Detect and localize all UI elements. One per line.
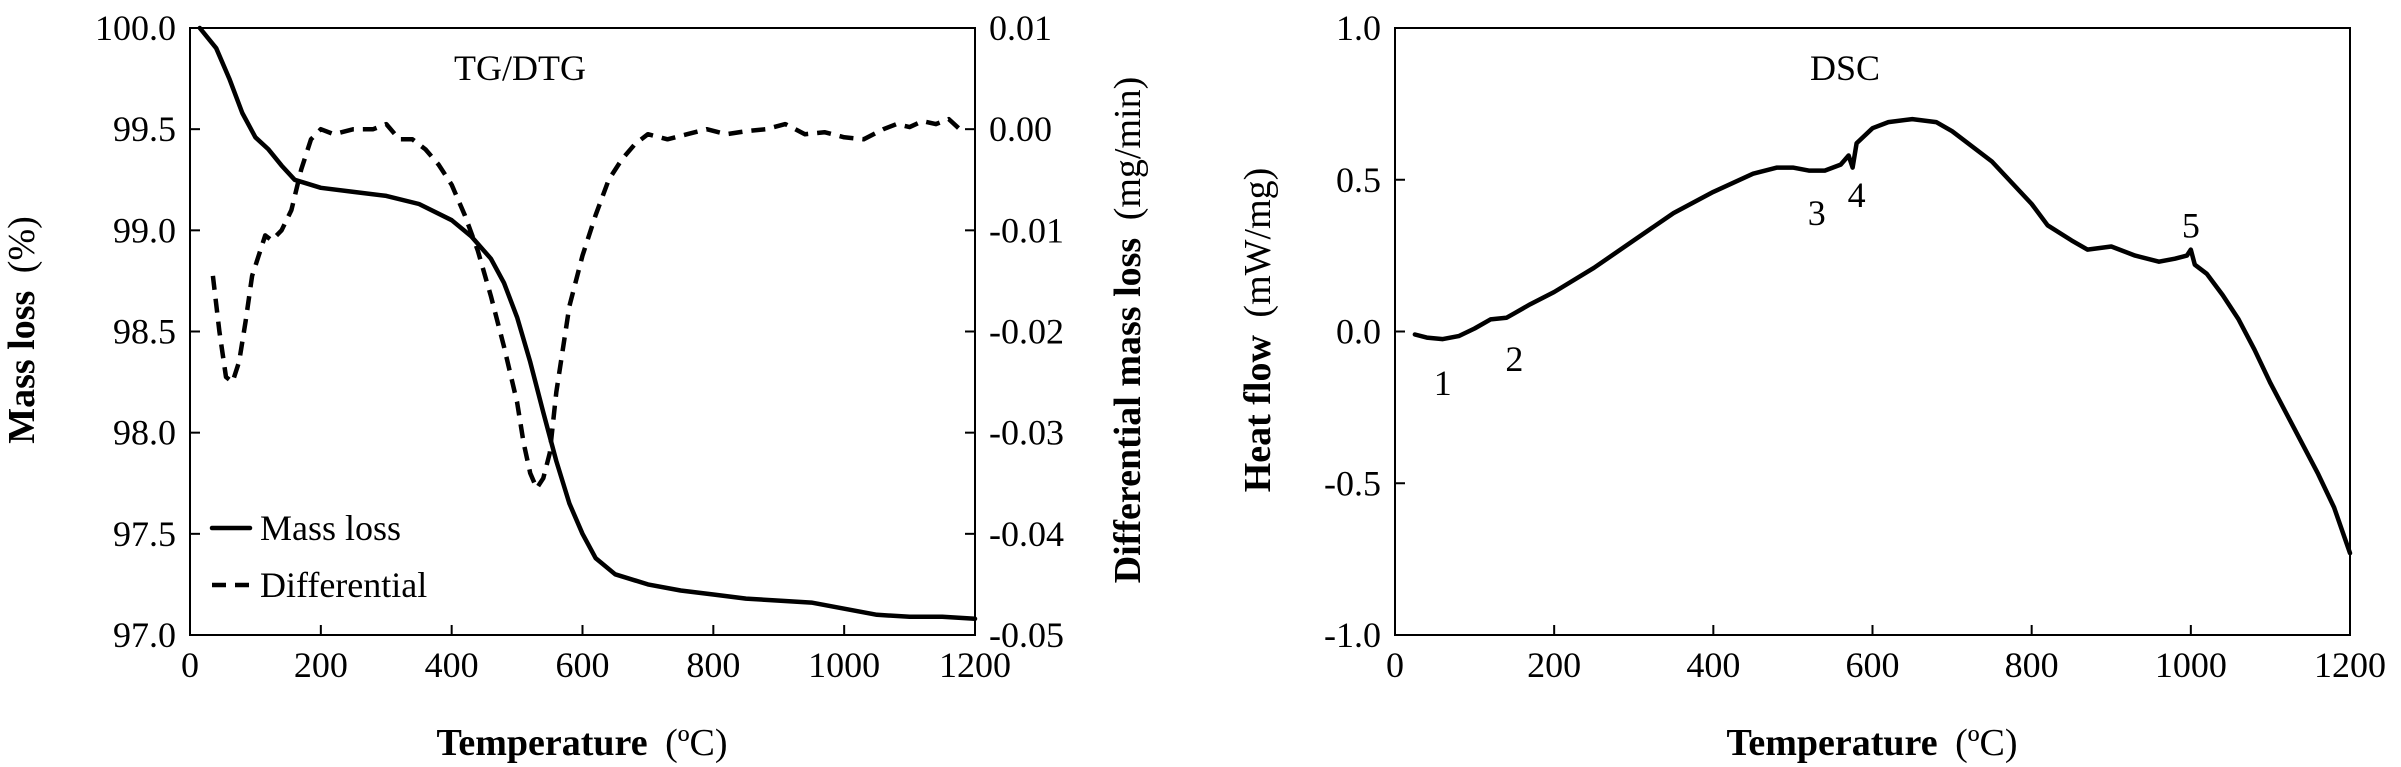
y-tick-label: -0.5 <box>1324 463 1381 503</box>
x-tick-label: 1200 <box>2314 645 2386 685</box>
tg-y-axis-unit: (%) <box>1 216 43 273</box>
dsc-x-axis-title: Temperature (ºC) <box>1726 722 2017 764</box>
x-tick-label: 400 <box>425 645 479 685</box>
mass-loss-line <box>197 25 978 622</box>
dsc-panel: 0 200 400 600 800 1000 1200 -1.0-0.50.00.51.0 … <box>1237 8 2386 764</box>
tg-y2-axis-label: Differential mass loss <box>1107 238 1149 584</box>
tg-y-ticks: 97.0 97.5 98.0 98.5 99.0 99.5 100.0 <box>95 8 200 655</box>
y2-tick-label: -0.01 <box>989 210 1064 250</box>
tg-y-axis-title: Mass loss (%) <box>1 216 43 444</box>
legend-label-differential: Differential <box>260 565 427 605</box>
x-tick-label: 1000 <box>808 645 880 685</box>
tg-x-axis-title: Temperature (ºC) <box>436 722 727 764</box>
peak-annotation: 3 <box>1808 193 1826 233</box>
heat-flow-line <box>1412 116 2353 556</box>
x-tick-label: 1000 <box>2155 645 2227 685</box>
tg-y2-ticks: -0.05 -0.04 -0.03 -0.02 -0.01 0.00 0.01 <box>965 8 1064 655</box>
dsc-y-axis-label: Heat flow <box>1237 335 1279 493</box>
legend-label-mass-loss: Mass loss <box>260 508 401 548</box>
x-tick-label: 0 <box>1386 645 1404 685</box>
y-tick-label: 100.0 <box>95 8 176 48</box>
tg-legend: Mass loss Differential <box>209 508 427 605</box>
x-tick-label: 800 <box>2005 645 2059 685</box>
dsc-plot-frame <box>1394 27 2351 636</box>
dsc-panel-title: DSC <box>1810 48 1880 88</box>
x-tick-label: 600 <box>556 645 610 685</box>
y2-tick-label: 0.01 <box>989 8 1052 48</box>
y-tick-label: 0.0 <box>1336 312 1381 352</box>
tg-y2-axis-unit: (mg/min) <box>1107 77 1149 221</box>
y2-tick-label: -0.05 <box>989 615 1064 655</box>
y2-tick-label: -0.03 <box>989 413 1064 453</box>
x-tick-label: 600 <box>1846 645 1900 685</box>
y2-tick-label: -0.04 <box>989 514 1064 554</box>
peak-annotation: 1 <box>1434 363 1452 403</box>
differential-line <box>210 116 964 491</box>
y2-tick-label: -0.02 <box>989 312 1064 352</box>
y-tick-label: 99.5 <box>113 109 176 149</box>
y-tick-label: 1.0 <box>1336 8 1381 48</box>
y-tick-label: 98.0 <box>113 413 176 453</box>
dsc-annotations: 1 2 3 4 5 <box>1434 175 2200 403</box>
peak-annotation: 4 <box>1848 175 1866 215</box>
x-tick-label: 400 <box>1686 645 1740 685</box>
y-tick-label: 97.0 <box>113 615 176 655</box>
dsc-x-axis-unit: (ºC) <box>1955 722 2017 764</box>
dsc-series <box>1412 116 2353 556</box>
tg-dtg-panel: 0 200 400 600 800 1000 1200 97.0 97.5 98.0 98.5 99… <box>1 8 1149 764</box>
tg-x-axis-unit: (ºC) <box>665 722 727 764</box>
dsc-y-axis-unit: (mW/mg) <box>1237 168 1279 318</box>
x-tick-label: 800 <box>686 645 740 685</box>
tg-y-axis-label: Mass loss <box>1 291 43 444</box>
x-tick-label: 1200 <box>939 645 1011 685</box>
y-tick-label: 98.5 <box>113 312 176 352</box>
x-tick-label: 200 <box>1527 645 1581 685</box>
dsc-x-ticks: 0 200 400 600 800 1000 1200 <box>1386 625 2386 685</box>
x-tick-label: 200 <box>294 645 348 685</box>
y-tick-label: -1.0 <box>1324 615 1381 655</box>
dsc-y-ticks: -1.0 -0.5 0.0 0.5 1.0 <box>1324 8 1405 655</box>
dsc-x-axis-label: Temperature <box>1726 722 1937 764</box>
tg-series <box>197 25 978 622</box>
peak-annotation: 5 <box>2182 205 2200 245</box>
y-tick-label: 99.0 <box>113 210 176 250</box>
y-tick-label: 97.5 <box>113 514 176 554</box>
peak-annotation: 2 <box>1505 339 1523 379</box>
tg-panel-title: TG/DTG <box>454 48 586 88</box>
tg-y2-axis-title: Differential mass loss (mg/min) <box>1107 77 1149 584</box>
y-tick-label: 0.5 <box>1336 160 1381 200</box>
tg-x-axis-label: Temperature <box>436 722 647 764</box>
y2-tick-label: 0.00 <box>989 109 1052 149</box>
tg-x-ticks: 0 200 400 600 800 1000 1200 <box>181 625 1011 685</box>
dsc-y-axis-title: Heat flow (mW/mg) <box>1237 168 1279 493</box>
x-tick-label: 0 <box>181 645 199 685</box>
